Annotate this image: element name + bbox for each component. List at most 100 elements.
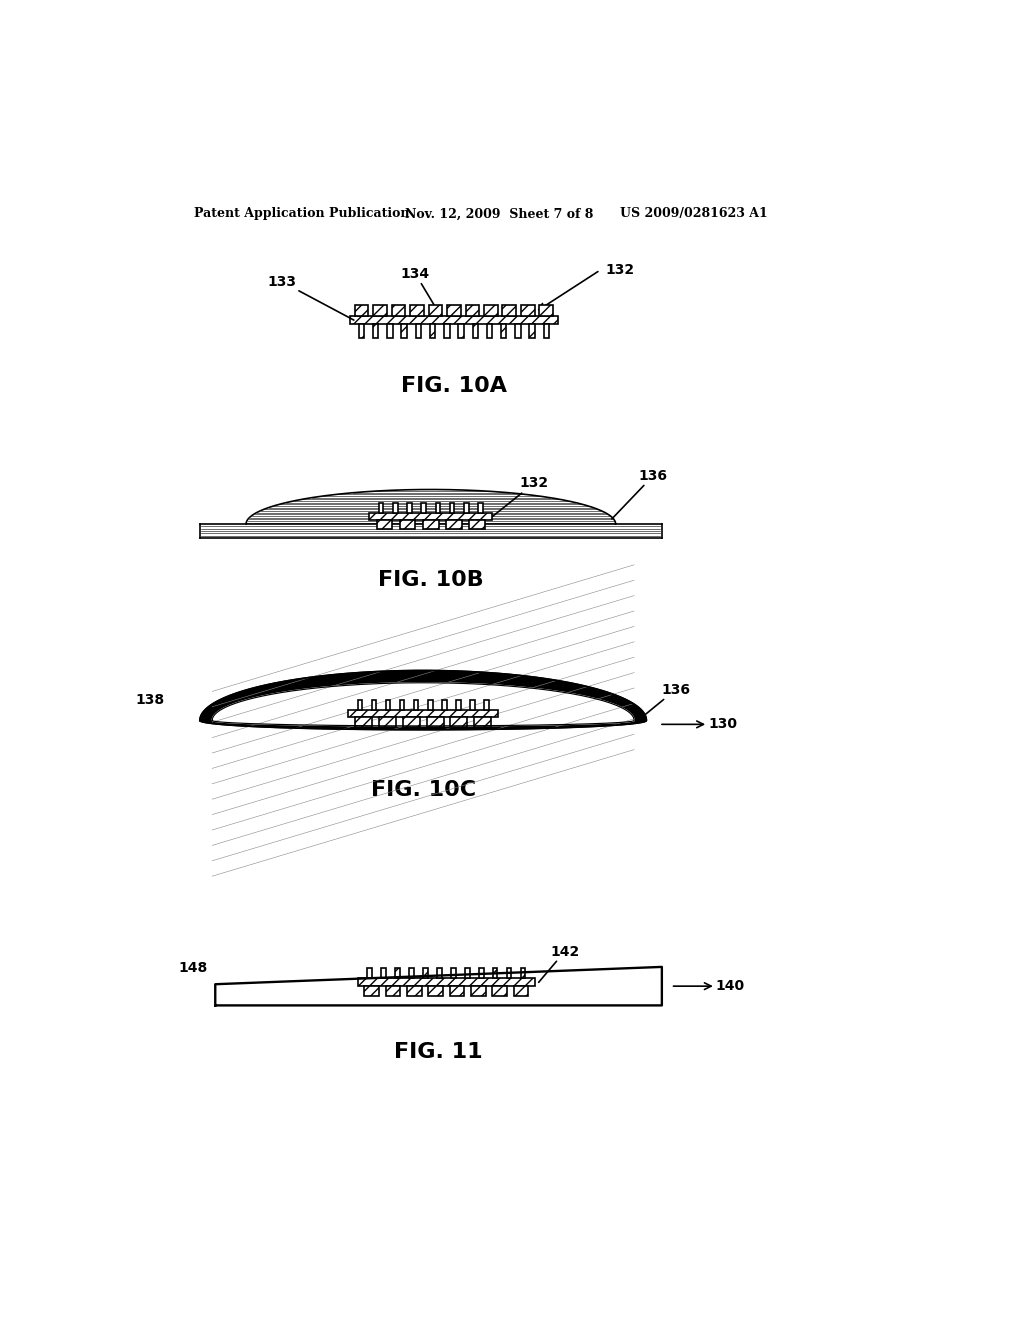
Bar <box>493 986 507 997</box>
Bar <box>451 717 467 726</box>
Bar <box>365 986 379 997</box>
Bar <box>469 520 484 529</box>
Bar <box>446 520 462 529</box>
Bar <box>450 986 464 997</box>
Bar <box>521 305 535 317</box>
Bar <box>350 317 558 323</box>
Bar <box>422 503 426 513</box>
Bar <box>423 520 438 529</box>
Bar <box>446 520 462 529</box>
Bar <box>387 323 392 338</box>
Bar <box>348 710 499 717</box>
Bar <box>414 700 419 710</box>
Text: FIG. 10C: FIG. 10C <box>371 780 476 800</box>
Bar <box>386 700 390 710</box>
Text: 138: 138 <box>135 693 165 708</box>
Bar <box>386 986 400 997</box>
Bar <box>501 323 507 338</box>
Polygon shape <box>200 671 646 730</box>
Bar <box>381 969 386 978</box>
Bar <box>521 969 525 978</box>
Bar <box>429 305 442 317</box>
Bar <box>427 717 443 726</box>
Bar <box>471 986 485 997</box>
Polygon shape <box>200 524 662 539</box>
Bar <box>348 710 499 717</box>
Text: 136: 136 <box>638 682 690 721</box>
Bar <box>350 317 558 323</box>
Polygon shape <box>212 682 634 726</box>
Bar <box>391 305 406 317</box>
Text: 136: 136 <box>611 469 668 519</box>
Bar <box>370 513 493 520</box>
Bar <box>473 323 478 338</box>
Bar <box>410 305 424 317</box>
Bar <box>357 700 362 710</box>
Bar <box>493 969 498 978</box>
Bar <box>402 717 420 726</box>
Bar <box>442 700 446 710</box>
Text: FIG. 11: FIG. 11 <box>394 1041 483 1061</box>
Bar <box>484 700 488 710</box>
Bar <box>450 503 455 513</box>
Text: 133: 133 <box>267 275 354 321</box>
Bar <box>486 323 493 338</box>
Bar <box>450 986 464 997</box>
Bar <box>544 323 549 338</box>
Bar <box>430 323 435 338</box>
Polygon shape <box>200 671 646 730</box>
Bar <box>493 969 498 978</box>
Bar <box>521 305 535 317</box>
Bar <box>513 986 528 997</box>
Bar <box>540 305 553 317</box>
Text: 130: 130 <box>662 717 737 731</box>
Bar <box>372 700 376 710</box>
Bar <box>408 503 412 513</box>
Bar <box>484 305 498 317</box>
Bar <box>459 323 464 338</box>
Bar <box>395 969 399 978</box>
Bar <box>409 969 414 978</box>
Text: 148: 148 <box>178 961 208 975</box>
Bar <box>484 305 498 317</box>
Bar <box>358 323 365 338</box>
Bar <box>379 717 396 726</box>
Bar <box>416 323 421 338</box>
Bar <box>444 323 450 338</box>
Bar <box>401 323 407 338</box>
Bar <box>501 323 507 338</box>
Bar <box>409 969 414 978</box>
Bar <box>401 323 407 338</box>
Bar <box>373 305 387 317</box>
Bar <box>466 305 479 317</box>
Bar <box>391 305 406 317</box>
Bar <box>355 717 372 726</box>
Text: FIG. 10A: FIG. 10A <box>401 376 507 396</box>
Bar <box>427 717 443 726</box>
Text: 142: 142 <box>539 945 580 982</box>
Bar <box>370 513 493 520</box>
Bar <box>354 305 369 317</box>
Bar <box>367 969 372 978</box>
Bar <box>479 969 483 978</box>
Bar <box>515 323 520 338</box>
Bar <box>437 969 441 978</box>
Text: Patent Application Publication: Patent Application Publication <box>195 207 410 220</box>
Bar <box>355 717 372 726</box>
Bar <box>507 969 511 978</box>
Bar <box>416 323 421 338</box>
Bar <box>473 323 478 338</box>
Bar <box>358 323 365 338</box>
Bar <box>373 323 379 338</box>
Bar <box>464 503 469 513</box>
Bar <box>540 305 553 317</box>
Bar <box>444 323 450 338</box>
Bar <box>529 323 535 338</box>
Text: 132: 132 <box>473 690 503 713</box>
Text: FIG. 10B: FIG. 10B <box>378 570 483 590</box>
Bar <box>465 969 470 978</box>
Bar <box>365 986 379 997</box>
Bar <box>451 717 467 726</box>
Bar <box>474 717 492 726</box>
Bar <box>423 520 438 529</box>
